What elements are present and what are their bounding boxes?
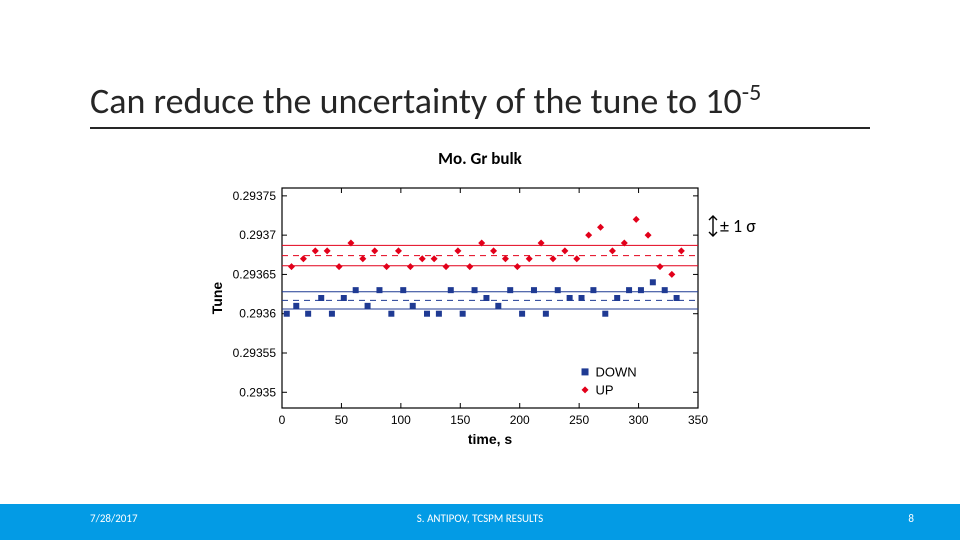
svg-text:0.29365: 0.29365: [233, 267, 277, 281]
svg-text:0.2935: 0.2935: [239, 385, 276, 399]
svg-text:Tune: Tune: [209, 282, 225, 315]
svg-text:UP: UP: [596, 382, 614, 397]
svg-text:0.29375: 0.29375: [233, 189, 277, 203]
svg-text:300: 300: [629, 413, 649, 427]
svg-text:350: 350: [688, 413, 708, 427]
chart-title: Mo. Gr bulk: [0, 148, 960, 169]
svg-text:0: 0: [279, 413, 286, 427]
sigma-label: ± 1 σ: [720, 215, 756, 237]
svg-text:50: 50: [335, 413, 349, 427]
footer-center: S. ANTIPOV, TCSPM RESULTS: [0, 512, 960, 525]
svg-text:0.2936: 0.2936: [239, 307, 276, 321]
slide-title: Can reduce the uncertainty of the tune t…: [90, 78, 870, 129]
svg-text:150: 150: [450, 413, 470, 427]
svg-text:0.29355: 0.29355: [233, 346, 277, 360]
svg-text:DOWN: DOWN: [596, 364, 637, 379]
svg-text:0.2937: 0.2937: [239, 228, 276, 242]
svg-text:100: 100: [391, 413, 411, 427]
svg-text:time, s: time, s: [468, 431, 513, 447]
tune-scatter-chart: 0 50 100 150 200 250 300 350 0.2935 0.29355 0.2936…: [208, 180, 708, 450]
svg-text:200: 200: [510, 413, 530, 427]
sigma-arrow-icon: [707, 214, 719, 238]
svg-text:250: 250: [569, 413, 589, 427]
footer-bar: 7/28/2017 S. ANTIPOV, TCSPM RESULTS 8: [0, 504, 960, 540]
footer-page-number: 8: [908, 512, 914, 525]
